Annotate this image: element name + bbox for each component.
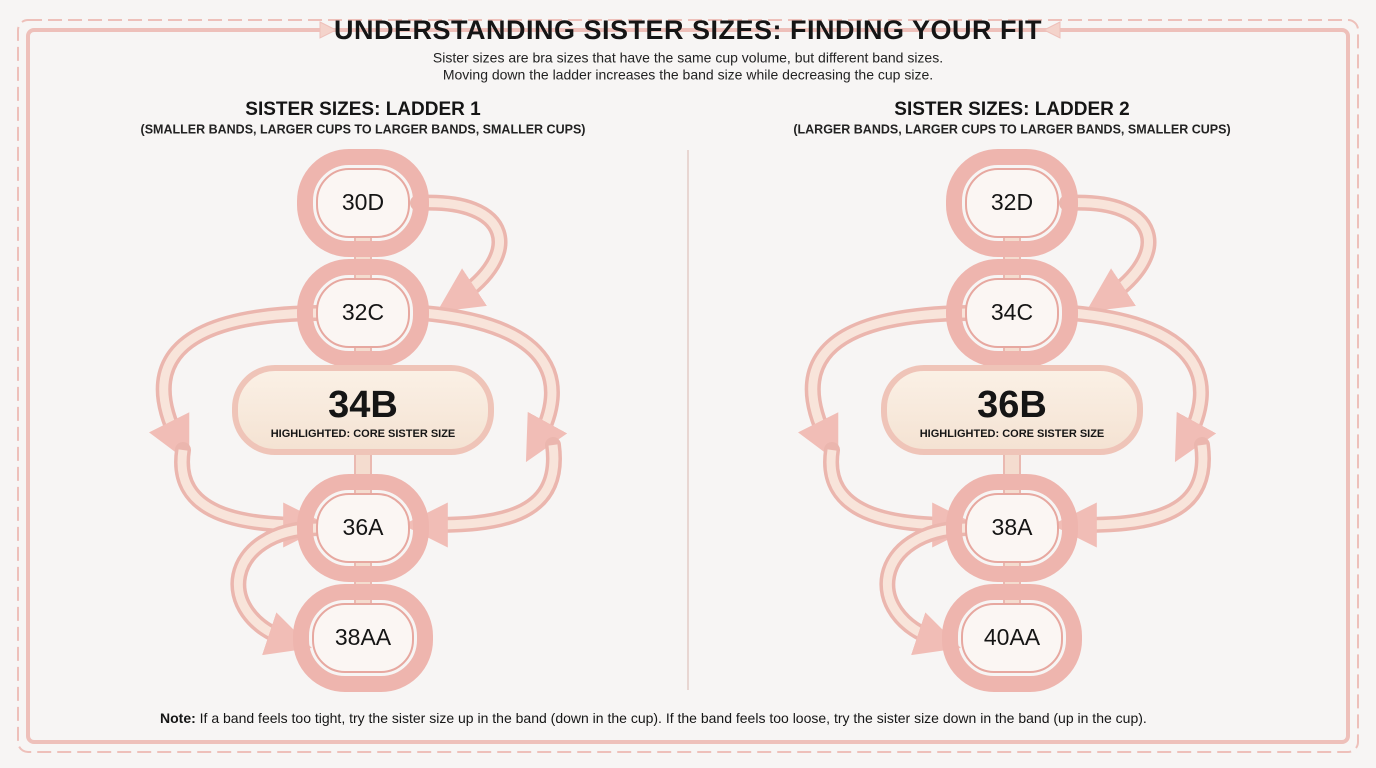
frame [17,19,1359,753]
chain-link-inner [965,493,1059,563]
note: Note: If a band feels too tight, try the… [160,710,1147,726]
core-caption: HIGHLIGHTED: CORE SISTER SIZE [271,428,456,440]
core-size: 34B [328,384,398,426]
chain-link-inner [316,493,410,563]
core-pill [881,365,1143,455]
arrow [149,308,319,463]
chain-link-inner [316,278,410,348]
arrow [826,449,978,548]
arrow [177,449,329,548]
ladder-title: SISTER SIZES: LADDER 2 [894,99,1129,120]
chain-link [297,474,429,582]
arrow [883,523,968,656]
arrow [1069,437,1211,533]
arrow [420,437,562,533]
chain-link-inner [961,603,1063,673]
title: UNDERSTANDING SISTER SIZES: FINDING YOUR… [334,15,1042,45]
arrow [174,442,311,533]
core-size: 36B [977,384,1047,426]
size-label: 32C [342,299,384,325]
chain-link [946,474,1078,582]
note-label: Note: [160,710,196,726]
note-text: If a band feels too tight, try the siste… [200,710,1147,726]
size-label: 38A [992,514,1034,540]
arrow [402,444,559,548]
ladders: SISTER SIZES: LADDER 1 (SMALLER BANDS, LA… [141,99,1231,692]
arrow [798,308,968,463]
chain-link [293,584,433,692]
size-label: 38AA [335,624,392,650]
arrow [234,523,319,656]
arrow [422,308,568,463]
chain-link [942,584,1082,692]
size-label: 40AA [984,624,1041,650]
arrow [417,198,504,312]
size-label: 34C [991,299,1033,325]
chain-link [297,259,429,367]
ladder-subtitle: (SMALLER BANDS, LARGER CUPS TO LARGER BA… [141,122,586,136]
size-label: 32D [991,189,1033,215]
subtitle: Moving down the ladder increases the ban… [443,67,933,83]
arrow [1071,308,1217,463]
subtitle: Sister sizes are bra sizes that have the… [433,50,943,66]
size-label: 30D [342,189,384,215]
arrow [1051,444,1208,548]
ladder: SISTER SIZES: LADDER 2 (LARGER BANDS, LAR… [793,99,1231,692]
core-caption: HIGHLIGHTED: CORE SISTER SIZE [920,428,1105,440]
size-label: 36A [343,514,385,540]
chain-link-inner [965,168,1059,238]
ladder-title: SISTER SIZES: LADDER 1 [245,99,481,120]
core-pill [232,365,494,455]
chain-link [946,149,1078,257]
chain-link-inner [965,278,1059,348]
arrow [1066,198,1153,312]
arrow [823,442,960,533]
chain-link [297,149,429,257]
chain-link [946,259,1078,367]
chain-link-inner [312,603,414,673]
ladder-subtitle: (LARGER BANDS, LARGER CUPS TO LARGER BAN… [793,122,1230,136]
ladder: SISTER SIZES: LADDER 1 (SMALLER BANDS, LA… [141,99,586,692]
chain-link-inner [316,168,410,238]
